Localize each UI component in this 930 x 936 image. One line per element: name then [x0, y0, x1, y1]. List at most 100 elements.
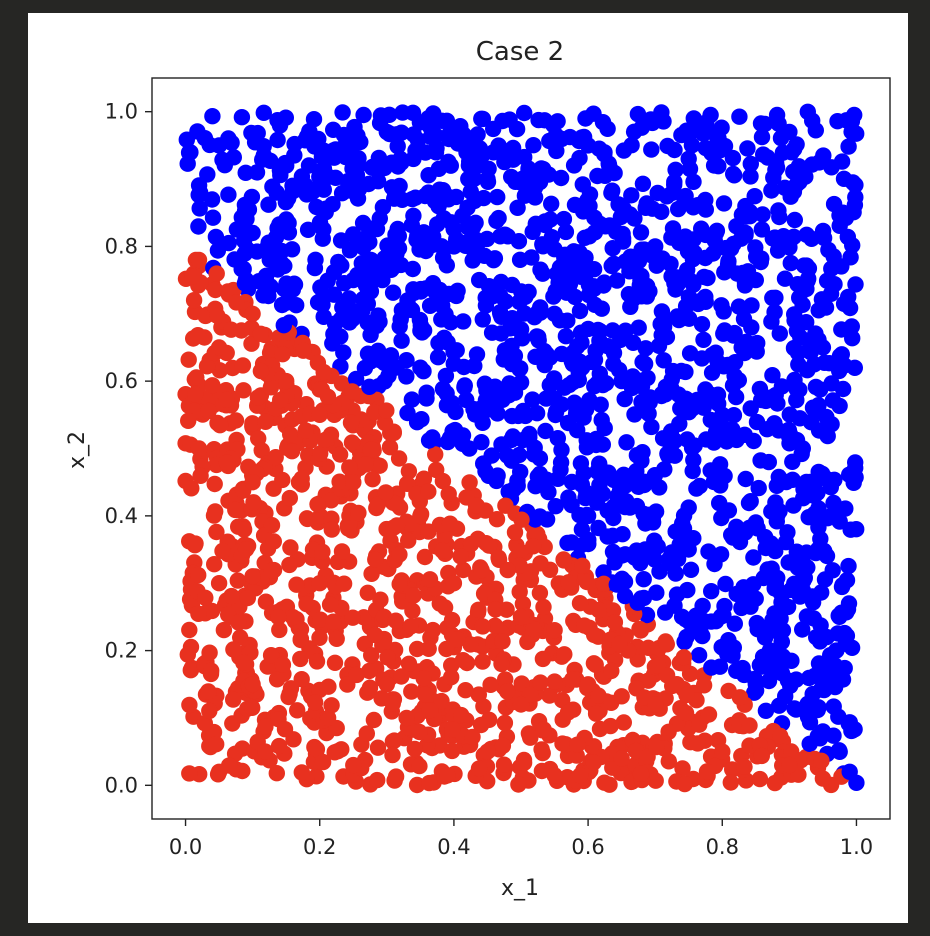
- point-class-blue: [745, 549, 762, 566]
- point-class-blue: [573, 268, 590, 285]
- point-class-red: [214, 542, 231, 560]
- point-class-blue: [647, 503, 665, 520]
- scatter-chart: Case 2 0.0 0.2 0.4 0.6 0.8 1.0 0.00.20.40.60.…: [65, 37, 891, 901]
- point-class-red: [237, 541, 255, 558]
- point-class-blue: [429, 349, 447, 366]
- y-tick-label: 0.2: [105, 639, 138, 663]
- point-class-blue: [736, 666, 753, 684]
- point-class-blue: [719, 256, 737, 273]
- point-class-blue: [825, 248, 842, 265]
- point-class-red: [181, 696, 198, 714]
- point-class-blue: [667, 281, 684, 298]
- point-class-red: [197, 589, 214, 606]
- point-class-red: [668, 676, 686, 693]
- point-class-red: [434, 542, 451, 559]
- point-class-blue: [405, 281, 422, 298]
- point-class-blue: [831, 743, 848, 760]
- point-class-blue: [828, 642, 845, 659]
- point-class-blue: [557, 223, 575, 241]
- point-class-blue: [490, 209, 507, 227]
- point-class-blue: [276, 257, 293, 275]
- point-class-red: [188, 369, 205, 386]
- point-class-red: [232, 629, 249, 646]
- point-class-red: [263, 517, 281, 534]
- point-class-red: [416, 548, 434, 566]
- point-class-red: [443, 611, 461, 629]
- point-class-blue: [770, 697, 788, 714]
- point-class-blue: [427, 127, 444, 144]
- point-class-blue: [760, 453, 777, 471]
- point-class-red: [268, 671, 286, 688]
- point-class-blue: [178, 131, 195, 148]
- point-class-red: [265, 533, 282, 550]
- point-class-red: [283, 443, 301, 460]
- point-class-blue: [814, 339, 832, 356]
- point-class-blue: [770, 202, 787, 219]
- point-class-blue: [763, 503, 780, 520]
- point-class-red: [218, 391, 235, 408]
- point-class-red: [361, 662, 378, 680]
- point-class-blue: [204, 209, 222, 226]
- point-class-blue: [492, 325, 510, 342]
- point-class-red: [398, 709, 415, 727]
- point-class-red: [184, 268, 201, 285]
- x-tick-label: 0.4: [437, 835, 470, 859]
- point-class-red: [400, 655, 418, 672]
- point-class-blue: [840, 138, 857, 155]
- point-class-blue: [713, 297, 730, 314]
- point-class-blue: [755, 146, 772, 163]
- point-class-blue: [556, 379, 573, 396]
- point-class-red: [223, 587, 240, 605]
- point-class-blue: [687, 607, 705, 624]
- point-class-blue: [362, 220, 379, 237]
- point-class-blue: [440, 130, 458, 148]
- point-class-blue: [364, 159, 381, 176]
- point-class-blue: [283, 241, 301, 258]
- point-class-blue: [818, 272, 836, 289]
- point-class-blue: [475, 401, 492, 418]
- point-class-blue: [748, 248, 765, 265]
- point-class-blue: [510, 233, 528, 250]
- x-axis-label: x_1: [501, 876, 539, 901]
- point-class-blue: [686, 244, 703, 261]
- point-class-blue: [715, 195, 733, 212]
- point-class-red: [431, 595, 448, 612]
- point-class-blue: [847, 176, 864, 194]
- point-class-blue: [717, 575, 734, 593]
- point-class-blue: [634, 444, 651, 461]
- point-class-blue: [273, 296, 291, 314]
- point-class-blue: [743, 319, 760, 336]
- point-class-red: [813, 752, 830, 769]
- point-class-blue: [314, 289, 332, 306]
- point-class-blue: [541, 132, 558, 150]
- point-class-red: [499, 683, 516, 700]
- point-class-blue: [600, 155, 617, 172]
- point-class-red: [783, 743, 800, 760]
- point-class-blue: [657, 378, 675, 395]
- point-class-red: [403, 683, 420, 700]
- point-class-blue: [541, 376, 558, 394]
- point-class-blue: [782, 254, 799, 272]
- point-class-red: [515, 754, 533, 771]
- point-class-blue: [685, 451, 702, 469]
- point-class-blue: [685, 621, 702, 638]
- point-class-blue: [676, 193, 693, 211]
- point-class-blue: [726, 615, 743, 632]
- point-class-blue: [599, 120, 616, 137]
- point-class-red: [235, 654, 252, 671]
- point-class-blue: [695, 331, 712, 348]
- point-class-red: [454, 652, 472, 669]
- point-class-red: [306, 694, 324, 711]
- point-class-blue: [786, 211, 803, 229]
- point-class-red: [262, 647, 280, 664]
- point-class-red: [189, 327, 207, 344]
- point-class-blue: [438, 112, 456, 129]
- point-class-blue: [580, 535, 597, 553]
- point-class-blue: [511, 360, 528, 378]
- point-class-blue: [799, 362, 816, 379]
- point-class-blue: [727, 388, 745, 406]
- point-class-blue: [848, 125, 865, 142]
- point-class-red: [312, 611, 329, 628]
- point-class-red: [533, 762, 551, 780]
- point-class-blue: [228, 221, 246, 238]
